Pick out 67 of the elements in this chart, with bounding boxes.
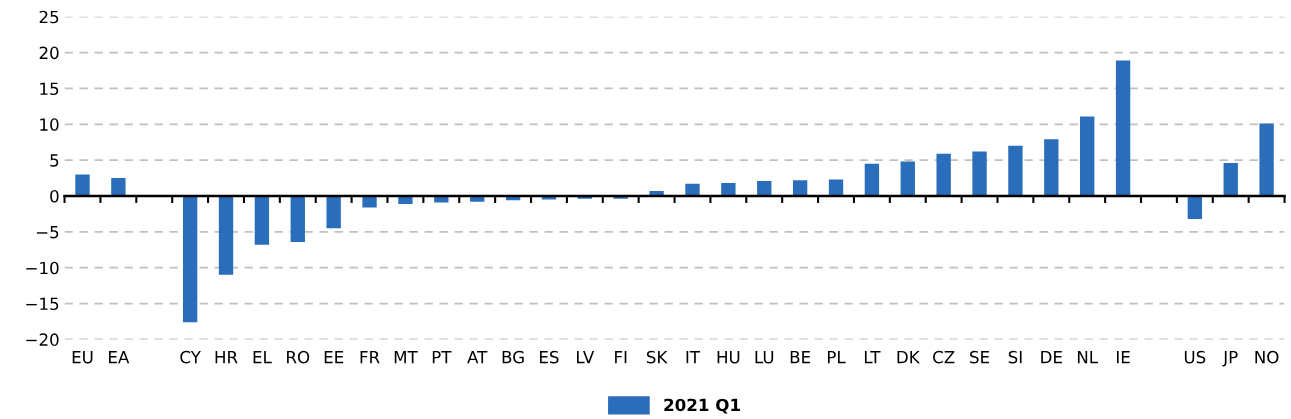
- x-tick-label: LU: [755, 351, 774, 364]
- x-tick-label: PT: [432, 351, 452, 364]
- y-tick-label: 5: [50, 154, 59, 167]
- bar: [864, 163, 880, 196]
- bar: [972, 151, 987, 196]
- x-tick-label: BG: [502, 350, 524, 364]
- bar: [757, 180, 772, 196]
- x-tick-label: EU: [72, 351, 93, 364]
- bar: [290, 196, 305, 242]
- bar: [254, 196, 270, 245]
- x-tick-label: EE: [324, 351, 344, 364]
- bar: [398, 196, 413, 204]
- y-tick-label: −5: [36, 226, 59, 239]
- x-tick-label: NO: [1255, 350, 1279, 364]
- x-tick-label: SK: [646, 350, 668, 364]
- legend-label: 2021 Q1: [664, 398, 740, 414]
- x-tick-label: SE: [970, 350, 990, 364]
- x-tick-label: EA: [109, 351, 130, 364]
- bar: [362, 196, 377, 208]
- bar: [685, 183, 700, 196]
- bar: [792, 180, 808, 196]
- x-tick-label: LT: [864, 351, 881, 364]
- y-tick-label: 15: [40, 82, 59, 96]
- bar: [900, 161, 915, 196]
- x-tick-label: ES: [540, 350, 559, 364]
- x-tick-label: IE: [1116, 351, 1130, 364]
- x-tick-label: US: [1184, 350, 1206, 364]
- bar: [182, 196, 198, 323]
- x-tick-label: EL: [253, 351, 272, 364]
- bar: [218, 196, 234, 275]
- x-tick-label: MT: [394, 351, 418, 364]
- bar: [326, 196, 341, 229]
- x-tick-label: JP: [1222, 351, 1238, 367]
- bar: [721, 183, 736, 196]
- y-tick-label: 10: [40, 118, 59, 131]
- x-tick-label: CY: [180, 350, 201, 364]
- bar: [1223, 163, 1238, 196]
- bar: [1080, 116, 1095, 196]
- x-tick-label: RO: [287, 350, 310, 364]
- x-tick-label: FI: [615, 351, 627, 364]
- y-tick-label: 25: [39, 10, 59, 24]
- bar: [1115, 60, 1131, 196]
- x-tick-label: DK: [897, 351, 921, 364]
- x-tick-label: CZ: [933, 350, 955, 364]
- y-tick-label: −15: [26, 297, 59, 311]
- x-tick-label: HU: [717, 351, 740, 364]
- bar: [936, 153, 951, 196]
- y-tick-label: 20: [39, 46, 59, 60]
- bar: [1044, 139, 1059, 196]
- x-tick-label: DE: [1041, 351, 1062, 364]
- y-tick-label: 0: [50, 189, 59, 203]
- y-tick-label: −20: [26, 333, 59, 346]
- bar: [1008, 145, 1023, 196]
- x-tick-label: NL: [1077, 351, 1098, 364]
- y-tick-label: −10: [26, 261, 59, 275]
- bar: [1187, 196, 1203, 219]
- bar: [111, 178, 126, 196]
- x-tick-label: FR: [360, 351, 380, 364]
- x-tick-label: LV: [577, 351, 595, 364]
- x-tick-label: BE: [790, 351, 811, 364]
- x-tick-label: AT: [467, 351, 488, 364]
- x-tick-label: IT: [686, 351, 701, 364]
- x-tick-label: SI: [1008, 350, 1022, 364]
- x-tick-label: PL: [827, 351, 846, 364]
- x-tick-label: HR: [215, 351, 238, 364]
- bar: [1259, 123, 1274, 196]
- bar: [75, 174, 90, 196]
